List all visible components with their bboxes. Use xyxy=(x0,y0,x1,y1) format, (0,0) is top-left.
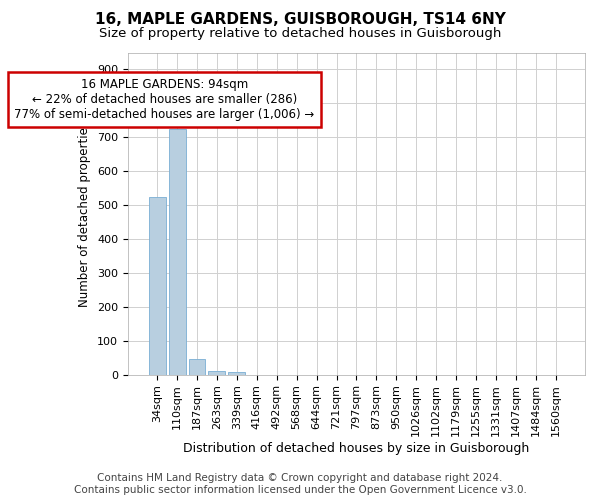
Text: Size of property relative to detached houses in Guisborough: Size of property relative to detached ho… xyxy=(99,28,501,40)
Text: 16, MAPLE GARDENS, GUISBOROUGH, TS14 6NY: 16, MAPLE GARDENS, GUISBOROUGH, TS14 6NY xyxy=(95,12,505,28)
Bar xyxy=(229,372,245,374)
Bar xyxy=(149,196,166,374)
X-axis label: Distribution of detached houses by size in Guisborough: Distribution of detached houses by size … xyxy=(184,442,530,455)
Bar xyxy=(208,371,226,374)
Bar xyxy=(188,358,205,374)
Text: Contains HM Land Registry data © Crown copyright and database right 2024.
Contai: Contains HM Land Registry data © Crown c… xyxy=(74,474,526,495)
Text: 16 MAPLE GARDENS: 94sqm
← 22% of detached houses are smaller (286)
77% of semi-d: 16 MAPLE GARDENS: 94sqm ← 22% of detache… xyxy=(14,78,314,121)
Bar xyxy=(169,129,185,374)
Y-axis label: Number of detached properties: Number of detached properties xyxy=(79,120,91,306)
